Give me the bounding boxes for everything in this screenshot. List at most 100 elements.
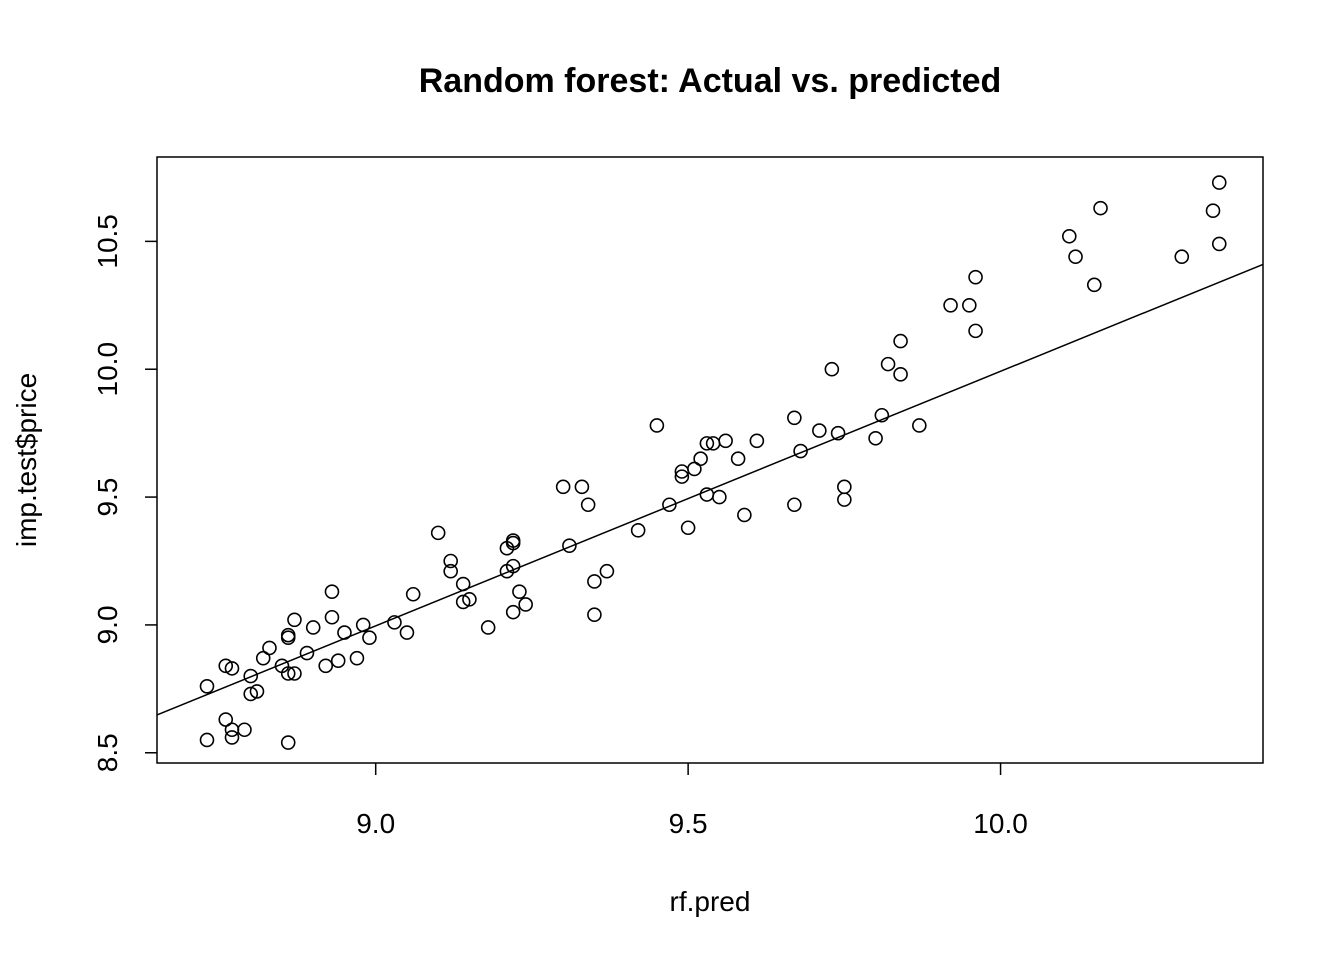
data-point	[299, 645, 315, 661]
data-point	[555, 479, 571, 495]
data-point	[399, 625, 415, 640]
data-point	[1093, 200, 1108, 216]
data-point	[224, 722, 240, 738]
data-point	[505, 604, 521, 620]
data-point	[280, 666, 296, 681]
fit-line	[156, 263, 1264, 716]
data-point	[518, 597, 533, 612]
x-tick-label: 9.0	[356, 808, 395, 839]
data-point	[330, 653, 346, 669]
data-point	[562, 538, 577, 553]
data-point	[824, 361, 840, 377]
data-point	[680, 520, 696, 536]
y-tick-label: 10.5	[92, 214, 123, 269]
data-point	[837, 492, 852, 507]
y-axis-label: imp.test$price	[11, 373, 42, 547]
data-point	[262, 640, 277, 656]
data-point	[674, 469, 690, 484]
data-point	[249, 684, 265, 699]
data-point	[962, 298, 977, 313]
data-point	[812, 423, 827, 438]
data-point	[968, 323, 983, 339]
data-point	[443, 553, 458, 569]
data-point	[349, 650, 365, 666]
data-point	[430, 525, 446, 541]
data-point	[199, 678, 215, 694]
data-point	[224, 661, 240, 676]
x-axis-label: rf.pred	[670, 886, 751, 917]
data-point	[699, 436, 715, 451]
data-point	[830, 425, 846, 441]
data-point	[455, 594, 471, 610]
data-point	[737, 507, 752, 523]
data-point	[793, 443, 808, 459]
data-point	[868, 430, 883, 446]
y-tick-label: 8.5	[92, 733, 123, 772]
data-point	[1086, 277, 1102, 293]
data-point	[462, 592, 477, 607]
data-point	[587, 574, 602, 589]
data-point	[662, 497, 677, 513]
data-point	[730, 451, 746, 467]
data-point	[224, 730, 240, 745]
data-point	[324, 584, 340, 599]
data-point	[893, 367, 908, 382]
data-point	[749, 433, 765, 449]
data-point	[712, 489, 727, 505]
data-point	[630, 523, 646, 538]
data-point	[574, 479, 590, 495]
data-point	[587, 607, 602, 622]
plot-frame	[156, 156, 1264, 764]
data-point	[1211, 236, 1227, 252]
data-point	[505, 533, 521, 548]
axis-ticks: 9.0 9.5 10.0 8.5 9.0 9.5 10.0 10.5	[92, 214, 1028, 839]
data-point	[305, 620, 321, 635]
data-point	[1211, 175, 1227, 190]
data-point	[787, 410, 802, 426]
data-point	[287, 612, 302, 628]
y-tick-label: 9.0	[92, 605, 123, 644]
data-point	[1174, 249, 1190, 265]
data-points	[199, 175, 1227, 750]
chart-title: Random forest: Actual vs. predicted	[419, 62, 1002, 100]
x-tick-label: 9.5	[669, 808, 708, 839]
data-point	[318, 658, 334, 674]
fit-line-group	[156, 263, 1264, 716]
data-point	[362, 630, 377, 646]
data-point	[649, 418, 665, 433]
data-point	[280, 735, 296, 750]
y-tick-label: 9.5	[92, 478, 123, 517]
data-point	[405, 586, 421, 602]
data-point	[480, 620, 496, 635]
data-point	[512, 584, 527, 599]
data-point	[443, 563, 458, 579]
data-point	[874, 407, 890, 423]
data-point	[837, 479, 852, 495]
data-point	[218, 658, 234, 674]
data-point	[693, 451, 708, 467]
data-point	[199, 732, 215, 748]
data-point	[787, 497, 802, 513]
data-point	[1068, 249, 1083, 265]
data-point	[893, 333, 908, 349]
y-tick-label: 10.0	[92, 342, 123, 397]
data-point	[1205, 203, 1221, 218]
data-point	[880, 356, 896, 372]
x-tick-label: 10.0	[973, 808, 1028, 839]
data-point	[280, 630, 296, 646]
data-point	[599, 563, 615, 579]
data-point	[505, 558, 521, 574]
data-point	[1061, 228, 1077, 244]
data-point	[237, 722, 252, 738]
data-point	[912, 418, 927, 433]
data-point	[287, 666, 302, 681]
data-point	[968, 269, 983, 285]
data-point	[243, 668, 259, 684]
data-point	[324, 609, 340, 625]
data-point	[387, 615, 402, 630]
data-point	[699, 487, 715, 502]
data-point	[243, 686, 259, 702]
data-point	[943, 298, 958, 313]
data-point	[580, 497, 596, 513]
